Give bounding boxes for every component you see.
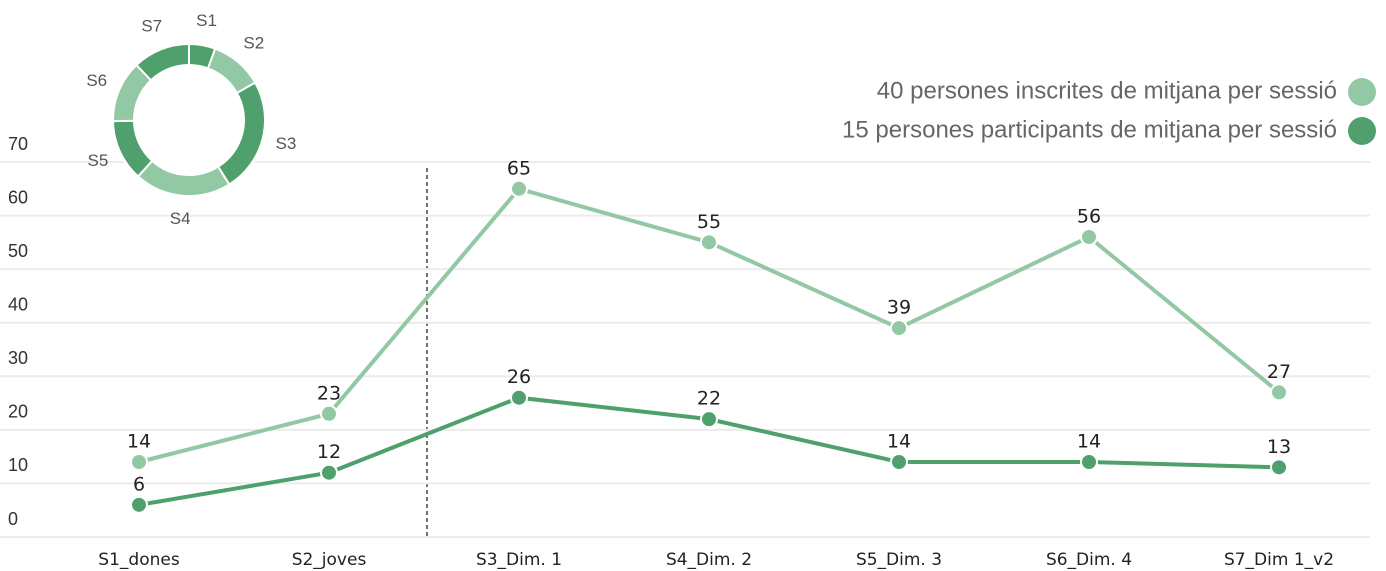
point <box>130 453 148 471</box>
x-tick-label: S2_joves <box>292 550 367 570</box>
legend-swatch <box>1348 117 1376 145</box>
data-label: 39 <box>887 297 911 319</box>
point <box>510 388 528 407</box>
data-label: 13 <box>1267 436 1291 458</box>
point <box>1270 458 1288 477</box>
y-tick-label: 30 <box>8 348 28 368</box>
point <box>700 410 718 429</box>
y-tick-label: 50 <box>8 241 28 261</box>
y-tick-label: 70 <box>8 134 28 154</box>
data-label: 12 <box>317 441 341 463</box>
point <box>320 463 338 482</box>
legend-swatch <box>1348 78 1376 106</box>
point <box>890 319 908 338</box>
data-label: 23 <box>317 382 341 404</box>
pie-label: S7 <box>141 17 162 36</box>
point <box>1270 383 1288 402</box>
data-label: 27 <box>1267 361 1291 383</box>
x-tick-label: S6_Dim. 4 <box>1046 550 1132 570</box>
point <box>510 179 528 198</box>
data-label: 56 <box>1077 206 1101 228</box>
legend-label: 40 persones inscrites de mitjana per ses… <box>877 77 1337 104</box>
x-tick-label: S7_Dim 1_v2 <box>1224 550 1334 570</box>
pie-label: S4 <box>170 209 191 228</box>
point <box>700 233 718 252</box>
point <box>1080 228 1098 246</box>
pie-label: S5 <box>88 151 109 170</box>
data-label: 55 <box>697 211 721 233</box>
point <box>1080 453 1098 471</box>
y-tick-label: 10 <box>8 455 28 475</box>
y-tick-label: 40 <box>8 294 28 314</box>
legend-label: 15 persones participants de mitjana per … <box>842 116 1337 143</box>
pie-label: S1 <box>196 11 217 30</box>
x-tick-label: S4_Dim. 2 <box>666 550 752 570</box>
data-label: 22 <box>697 388 721 410</box>
data-label: 14 <box>1077 431 1101 453</box>
pie-label: S2 <box>243 33 264 52</box>
data-label: 65 <box>507 157 531 179</box>
y-tick-label: 20 <box>8 402 28 422</box>
point <box>130 495 148 514</box>
data-label: 26 <box>507 366 531 388</box>
pie-label: S3 <box>276 134 297 153</box>
x-tick-label: S5_Dim. 3 <box>856 550 942 570</box>
pie-label: S6 <box>86 71 107 90</box>
x-tick-label: S1_dones <box>98 550 180 570</box>
point <box>890 453 908 471</box>
y-tick-label: 60 <box>8 187 28 207</box>
pie-segment <box>135 42 190 82</box>
data-label: 6 <box>133 473 145 495</box>
data-label: 14 <box>127 431 151 453</box>
point <box>320 404 338 423</box>
x-tick-label: S3_Dim. 1 <box>476 550 562 570</box>
data-label: 14 <box>887 431 911 453</box>
y-tick-label: 0 <box>8 509 18 529</box>
